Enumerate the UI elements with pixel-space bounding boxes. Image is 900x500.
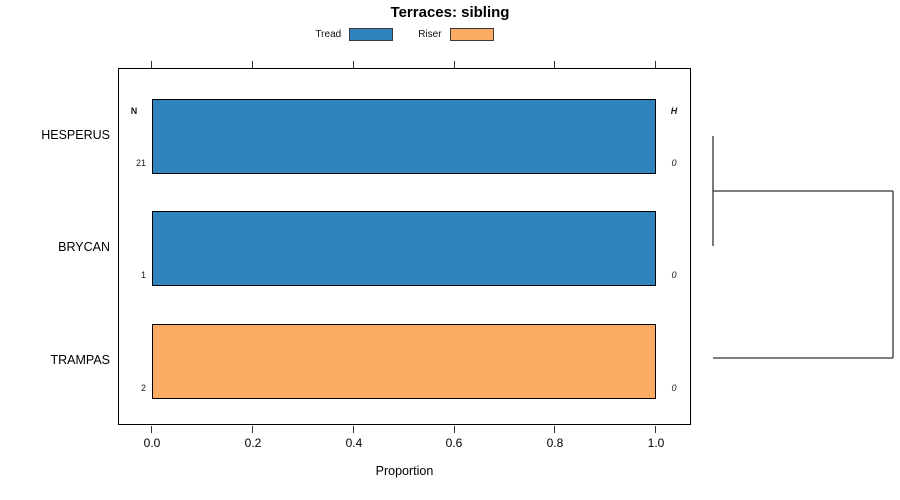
bar-row-brycan: [152, 211, 656, 286]
h-column-header: H: [670, 106, 678, 116]
n-value-trampas: 2: [140, 383, 146, 393]
bar-brycan-tread: [152, 211, 656, 286]
top-tick-3: [454, 61, 456, 68]
n-value-brycan: 1: [140, 270, 146, 280]
h-value-trampas: 0: [671, 383, 677, 393]
x-axis-label: Proportion: [375, 464, 434, 478]
plot-area: N H 21 0 1 0 2 0: [118, 68, 691, 425]
top-tick-1: [252, 61, 254, 68]
h-value-brycan: 0: [671, 270, 677, 280]
bar-row-trampas: [152, 324, 656, 399]
bottom-tick-4: [554, 426, 556, 433]
legend-label-riser: Riser: [418, 28, 442, 40]
category-label-hesperus: HESPERUS: [41, 128, 110, 142]
chart-title: Terraces: sibling: [390, 4, 510, 21]
legend: Tread Riser: [118, 26, 691, 42]
legend-label-tread: Tread: [315, 28, 342, 40]
legend-item-tread: Tread: [315, 27, 394, 41]
n-value-hesperus: 21: [135, 158, 146, 168]
n-column-header: N: [130, 106, 138, 116]
bottom-tick-0: [151, 426, 153, 433]
x-tick-label-1: 0.2: [244, 436, 262, 450]
bar-hesperus-tread: [152, 99, 656, 174]
x-tick-label-5: 1.0: [647, 436, 665, 450]
x-tick-label-0: 0.0: [143, 436, 161, 450]
x-tick-label-2: 0.4: [345, 436, 363, 450]
category-label-trampas: TRAMPAS: [50, 353, 111, 367]
bottom-tick-2: [353, 426, 355, 433]
legend-item-riser: Riser: [418, 27, 494, 41]
legend-swatch-tread: [349, 27, 394, 41]
top-tick-5: [655, 61, 657, 68]
bar-row-hesperus: [152, 99, 656, 174]
bottom-tick-5: [655, 426, 657, 433]
dendrogram-branches: [712, 136, 894, 359]
bottom-tick-1: [252, 426, 254, 433]
top-tick-0: [151, 61, 153, 68]
top-tick-2: [353, 61, 355, 68]
h-value-hesperus: 0: [671, 158, 677, 168]
bar-trampas-riser: [152, 324, 656, 399]
bottom-tick-3: [454, 426, 456, 433]
x-tick-label-4: 0.8: [546, 436, 564, 450]
top-tick-4: [554, 61, 556, 68]
legend-swatch-riser: [449, 27, 494, 41]
x-tick-label-3: 0.6: [445, 436, 463, 450]
category-label-brycan: BRYCAN: [58, 240, 110, 254]
